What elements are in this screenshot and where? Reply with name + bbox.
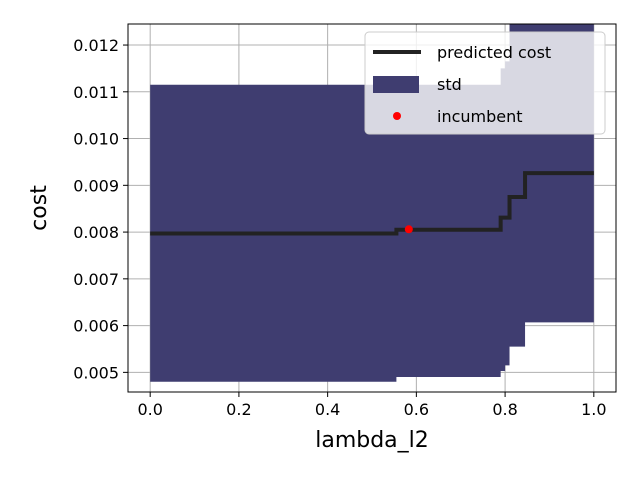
x-tick-label: 0.6 [404,400,429,419]
x-tick-label: 0.2 [226,400,251,419]
legend-band-swatch [373,76,419,93]
incumbent-point [404,225,413,234]
y-axis-label: cost [27,185,52,231]
y-ticks: 0.005 0.006 0.007 0.008 0.009 0.010 0.011 0.012 [73,36,128,382]
y-tick-label: 0.006 [73,317,119,336]
x-tick-label: 0.4 [315,400,340,419]
y-tick-label: 0.010 [73,130,119,149]
x-tick-label: 1.0 [581,400,606,419]
predicted-cost-line-group [150,171,594,236]
axes-border [127,23,617,393]
axes-frame [127,23,617,393]
y-tick-label: 0.005 [73,363,119,382]
x-tick-label: 0.8 [492,400,517,419]
legend-band-label: std [437,75,462,94]
x-ticks: 0.0 0.2 0.4 0.6 0.8 1.0 [137,392,607,419]
x-axis-label: lambda_l2 [315,428,429,453]
y-tick-label: 0.012 [73,36,119,55]
x-tick-label: 0.0 [137,400,162,419]
legend-point-swatch [393,112,401,120]
incumbent-point-group [404,225,413,234]
predicted-cost-line [150,171,594,236]
legend-line-label: predicted cost [437,43,551,62]
legend-point-label: incumbent [437,107,523,126]
y-tick-label: 0.009 [73,176,119,195]
y-tick-label: 0.007 [73,270,119,289]
y-tick-label: 0.011 [73,83,119,102]
y-tick-label: 0.008 [73,223,119,242]
legend: predicted cost std incumbent [364,31,606,135]
legend-box [364,31,606,135]
